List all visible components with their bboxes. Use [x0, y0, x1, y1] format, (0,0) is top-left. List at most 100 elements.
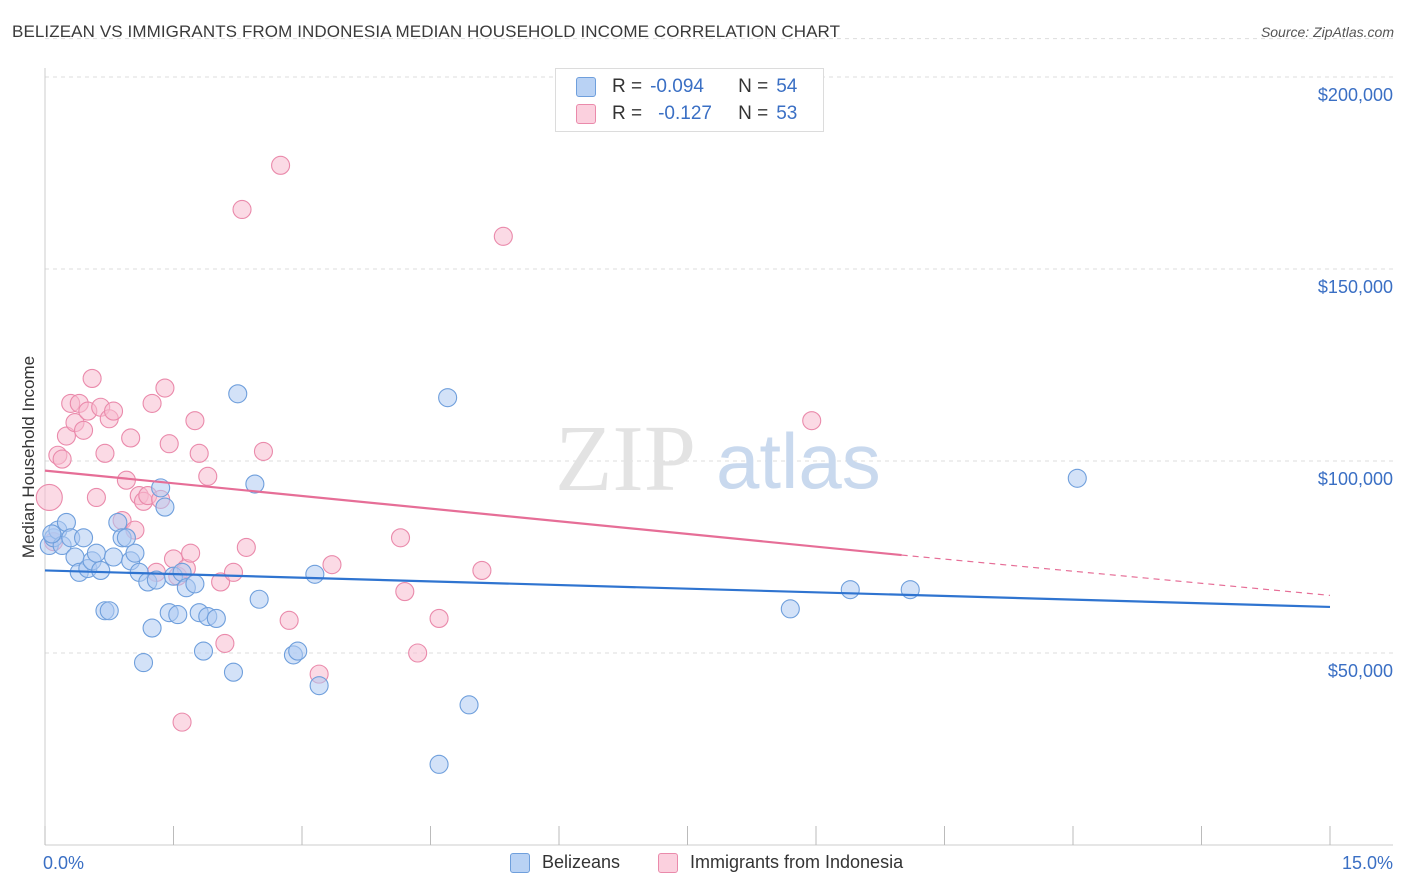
point-indonesia: [395, 582, 415, 602]
point-belizeans: [249, 589, 269, 609]
axes: [44, 68, 1393, 846]
point-belizeans: [74, 528, 94, 548]
point-belizeans: [168, 605, 188, 625]
point-indonesia: [142, 393, 162, 413]
watermark-atlas: atlas: [716, 417, 881, 505]
point-belizeans: [193, 641, 214, 661]
point-indonesia: [121, 428, 141, 448]
watermark: ZIP atlas: [555, 407, 881, 511]
point-belizeans: [780, 599, 800, 619]
legend-item-indonesia[interactable]: Immigrants from Indonesia: [658, 852, 903, 873]
trend-line-indonesia-extrapolated: [901, 554, 1331, 596]
point-indonesia: [56, 426, 76, 446]
point-belizeans: [206, 608, 226, 628]
point-belizeans: [429, 754, 449, 774]
legend-n-label: N =: [738, 76, 769, 97]
legend-item-belizeans[interactable]: Belizeans: [510, 852, 620, 873]
x-tick-min: 0.0%: [43, 853, 84, 873]
legend-label-indonesia: Immigrants from Indonesia: [690, 852, 904, 872]
point-belizeans: [185, 574, 205, 594]
trend-lines: [44, 469, 1331, 609]
point-indonesia: [429, 608, 449, 628]
point-indonesia: [198, 466, 218, 486]
y-tick-label: $150,000: [1318, 277, 1393, 297]
point-indonesia: [802, 411, 822, 431]
legend-n-label: N =: [738, 103, 769, 124]
point-indonesia: [189, 443, 209, 463]
point-indonesia: [493, 226, 513, 246]
y-axis-title: Median Household Income: [19, 356, 38, 558]
point-indonesia: [271, 155, 291, 175]
legend-label-belizeans: Belizeans: [542, 852, 621, 872]
legend-n-value-belizeans: 54: [776, 76, 798, 97]
legend-r-value-indonesia: -0.127: [658, 103, 712, 124]
y-tick-label: $200,000: [1318, 85, 1393, 105]
legend-row-indonesia: R = -0.127 N = 53: [556, 101, 797, 127]
point-belizeans: [103, 547, 124, 567]
point-belizeans: [228, 384, 248, 404]
legend-swatch-belizeans: [510, 852, 530, 873]
point-indonesia: [52, 449, 72, 469]
point-belizeans: [91, 560, 111, 580]
point-belizeans: [223, 662, 244, 682]
legend-r-label: R =: [612, 103, 643, 124]
legend-row-belizeans: R = -0.094 N = 54: [556, 74, 797, 100]
point-belizeans: [288, 641, 308, 661]
trend-line-belizeans: [44, 569, 1331, 609]
series-belizeans-points: [39, 384, 1087, 774]
point-indonesia: [211, 572, 231, 592]
point-indonesia: [232, 199, 252, 220]
watermark-zip: ZIP: [555, 407, 696, 511]
point-indonesia: [253, 441, 274, 461]
point-indonesia: [103, 401, 124, 421]
series-indonesia-points: [35, 155, 822, 732]
point-indonesia: [215, 633, 235, 653]
x-tick-max: 15.0%: [1342, 853, 1393, 873]
legend-swatch-pink: [576, 104, 596, 124]
point-indonesia: [279, 610, 299, 630]
point-belizeans: [309, 676, 329, 696]
point-indonesia: [155, 378, 175, 398]
point-belizeans: [99, 601, 119, 621]
point-belizeans: [86, 543, 106, 563]
legend-r-value-belizeans: -0.094: [650, 76, 704, 97]
legend-n-value-indonesia: 53: [776, 103, 798, 124]
point-indonesia: [472, 560, 492, 580]
point-indonesia: [82, 368, 102, 388]
y-tick-labels: $50,000 $100,000 $150,000 $200,000: [1318, 85, 1393, 681]
point-indonesia: [159, 434, 179, 454]
point-indonesia: [95, 443, 115, 463]
point-belizeans: [305, 564, 325, 584]
point-indonesia: [181, 543, 201, 563]
point-indonesia: [86, 487, 106, 508]
point-indonesia: [236, 537, 256, 557]
point-belizeans: [142, 618, 162, 638]
point-indonesia: [390, 528, 411, 548]
point-belizeans: [1067, 468, 1087, 488]
point-indonesia: [172, 712, 192, 732]
point-belizeans: [133, 653, 154, 673]
point-indonesia: [408, 643, 428, 663]
point-indonesia: [223, 562, 244, 582]
correlation-legend: R = -0.094 N = 54 R = -0.127 N = 53: [555, 68, 824, 132]
point-belizeans: [42, 524, 62, 544]
point-belizeans: [438, 388, 458, 408]
point-indonesia: [185, 411, 205, 431]
point-belizeans: [155, 497, 175, 517]
chart-title: BELIZEAN VS IMMIGRANTS FROM INDONESIA ME…: [12, 22, 841, 41]
source-label: Source: ZipAtlas.com: [1260, 24, 1394, 40]
point-indonesia: [35, 483, 63, 512]
y-tick-label: $50,000: [1328, 661, 1393, 681]
point-indonesia: [322, 555, 342, 575]
point-belizeans: [116, 528, 136, 548]
trend-line-indonesia: [44, 469, 902, 557]
legend-swatch-blue: [576, 77, 596, 97]
point-indonesia: [74, 420, 94, 440]
point-belizeans: [125, 543, 145, 563]
legend-r-label: R =: [612, 76, 643, 97]
point-belizeans: [459, 695, 479, 715]
legend-swatch-indonesia: [658, 852, 678, 873]
point-belizeans: [840, 580, 860, 600]
y-tick-label: $100,000: [1318, 469, 1393, 489]
